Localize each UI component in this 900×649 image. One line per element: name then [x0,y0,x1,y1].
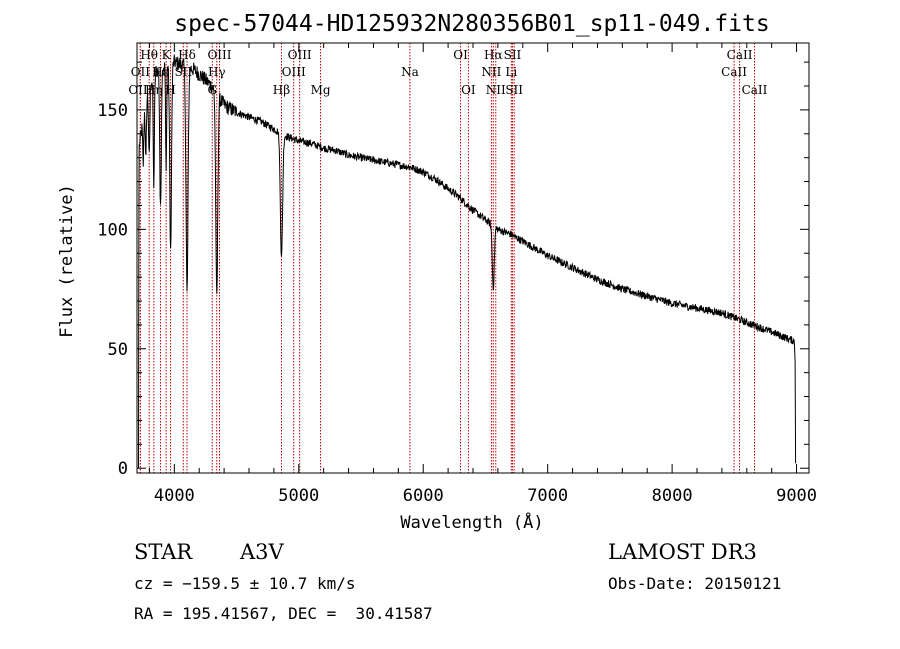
marker-label: OIII [207,48,231,62]
x-tick-label: 4000 [154,486,195,506]
marker-label: K [162,48,172,62]
marker-label: SII [174,65,192,79]
spectral-subclass: A3V [240,540,284,564]
x-tick-label: 5000 [278,486,319,506]
x-tick-label: 6000 [403,486,444,506]
survey-name: LAMOST DR3 [608,540,757,564]
x-tick-label: 7000 [527,486,568,506]
marker-label: OIII [282,65,306,79]
marker-lines [139,43,755,473]
marker-label: OI [461,83,476,97]
marker-label: CaII [742,83,768,97]
marker-label: OIII [288,48,312,62]
chart-title: spec-57044-HD125932N280356B01_sp11-049.f… [174,11,769,37]
x-axis-label: Wavelength (Å) [400,511,543,533]
marker-label: OII [131,65,151,79]
coordinates-readout: RA = 195.41567, DEC = 30.41587 [134,604,433,623]
marker-label: H [165,83,175,97]
marker-label: Na [401,65,419,79]
marker-label: Hθ [140,48,158,62]
marker-label: NII [481,65,501,79]
marker-label: Hε [152,65,169,79]
marker-label: Hα [484,48,503,62]
x-tick-label: 8000 [652,486,693,506]
marker-label: Hγ [208,65,226,79]
observation-date: Obs-Date: 20150121 [608,574,782,593]
marker-label: NII [486,83,506,97]
marker-label: CaII [727,48,753,62]
plot-frame [136,42,810,474]
marker-label: Mg [311,83,331,97]
marker-label: SII [504,48,522,62]
marker-label: SII [505,83,523,97]
marker-label: Hβ [273,83,290,97]
y-tick-label: 150 [97,101,128,121]
spectrum-line [138,54,797,469]
marker-label: Li [505,65,517,79]
y-tick-label: 0 [118,459,128,479]
marker-label: OIII [128,83,152,97]
object-type: STAR [134,540,193,564]
x-tick-label: 9000 [776,486,817,506]
marker-label: CaII [721,65,747,79]
y-tick-label: 50 [108,340,128,360]
marker-label: Hδ [178,48,196,62]
redshift-readout: cz = −159.5 ± 10.7 km/s [134,574,356,593]
marker-label: Hη [145,83,163,97]
marker-label: OI [453,48,468,62]
y-tick-label: 100 [97,220,128,240]
axis-ticks: 4000 5000 6000 7000 8000 9000 0 50 100 150 [97,43,817,506]
y-axis-label: Flux (relative) [57,184,77,338]
